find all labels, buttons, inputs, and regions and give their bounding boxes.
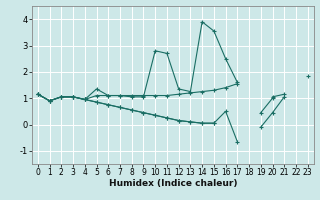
X-axis label: Humidex (Indice chaleur): Humidex (Indice chaleur) xyxy=(108,179,237,188)
